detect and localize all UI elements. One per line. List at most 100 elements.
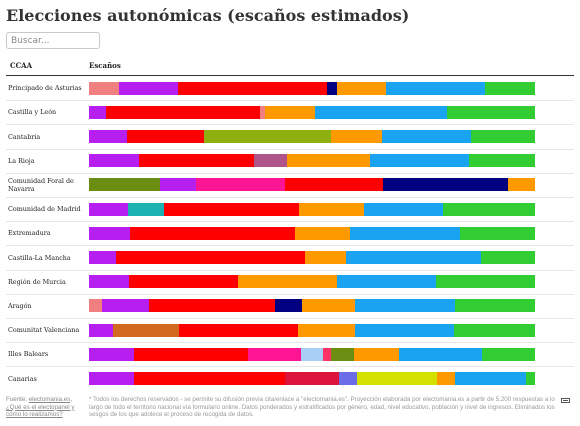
bar-segment[interactable] bbox=[443, 202, 536, 216]
bar-segment[interactable] bbox=[297, 323, 356, 337]
bar-segment[interactable] bbox=[364, 202, 444, 216]
bar-segment[interactable] bbox=[305, 251, 347, 264]
bar-segment[interactable] bbox=[102, 299, 150, 313]
bar-segment[interactable] bbox=[265, 105, 316, 119]
footer-note: * Todos los derechos reservados - se per… bbox=[89, 396, 555, 419]
bar-segment[interactable] bbox=[336, 275, 437, 289]
bar-segment[interactable] bbox=[345, 251, 482, 264]
bar-segment[interactable] bbox=[89, 154, 139, 168]
row-divider bbox=[6, 124, 574, 126]
bar-segment[interactable] bbox=[454, 372, 527, 385]
column-header-ccaa[interactable]: CCAA bbox=[10, 61, 33, 70]
bar-segment[interactable] bbox=[105, 105, 261, 119]
bar-segment[interactable] bbox=[160, 178, 197, 192]
bar-segment[interactable] bbox=[323, 347, 332, 361]
bar-segment[interactable] bbox=[398, 347, 483, 361]
bar-segment[interactable] bbox=[455, 299, 536, 313]
bar-segment[interactable] bbox=[89, 347, 135, 361]
row-label: Canarias bbox=[8, 374, 37, 383]
bar-segment[interactable] bbox=[127, 130, 205, 143]
bar-segment[interactable] bbox=[468, 154, 536, 168]
row-divider bbox=[6, 293, 574, 295]
bar-segment[interactable] bbox=[196, 178, 286, 192]
bar-segment[interactable] bbox=[89, 105, 106, 119]
bar-segment[interactable] bbox=[89, 202, 129, 216]
bar-segment[interactable] bbox=[89, 251, 117, 264]
bar-segment[interactable] bbox=[247, 347, 302, 361]
bar-segment[interactable] bbox=[355, 299, 456, 313]
row-label: Castilla-La Mancha bbox=[8, 253, 71, 262]
bar-segment[interactable] bbox=[118, 81, 179, 95]
bar-segment[interactable] bbox=[178, 81, 328, 95]
bar-segment[interactable] bbox=[471, 130, 536, 143]
bar-segment[interactable] bbox=[294, 226, 351, 240]
bar-segment[interactable] bbox=[354, 323, 455, 337]
bar-segment[interactable] bbox=[130, 226, 296, 240]
bar-segment[interactable] bbox=[275, 299, 303, 313]
bar-segment[interactable] bbox=[287, 154, 371, 168]
bar-segment[interactable] bbox=[128, 202, 165, 216]
bar-segment[interactable] bbox=[89, 81, 120, 95]
bar-segment[interactable] bbox=[259, 105, 266, 119]
bar-segment[interactable] bbox=[254, 154, 288, 168]
bar-segment[interactable] bbox=[508, 178, 536, 192]
bar-segment[interactable] bbox=[369, 154, 470, 168]
header-divider bbox=[6, 75, 574, 76]
row-label: Cantabria bbox=[8, 132, 41, 141]
bar-segment[interactable] bbox=[298, 202, 365, 216]
bar-segment[interactable] bbox=[330, 347, 354, 361]
bar-segment[interactable] bbox=[356, 372, 438, 385]
bar-segment[interactable] bbox=[331, 130, 383, 143]
bar-segment[interactable] bbox=[336, 81, 387, 95]
bar-segment[interactable] bbox=[134, 347, 249, 361]
bar-segment[interactable] bbox=[485, 81, 536, 95]
bar-segment[interactable] bbox=[138, 154, 255, 168]
bar-segment[interactable] bbox=[386, 81, 486, 95]
bar-segment[interactable] bbox=[89, 130, 128, 143]
bar-segment[interactable] bbox=[435, 275, 536, 289]
bar-segment[interactable] bbox=[482, 347, 536, 361]
bar-segment[interactable] bbox=[314, 105, 448, 119]
bar-segment[interactable] bbox=[285, 372, 340, 385]
row-divider bbox=[6, 269, 574, 271]
bar-segment[interactable] bbox=[300, 347, 324, 361]
bar-segment[interactable] bbox=[383, 178, 509, 192]
bar-segment[interactable] bbox=[285, 178, 384, 192]
bar-segment[interactable] bbox=[89, 323, 114, 337]
bar-segment[interactable] bbox=[89, 299, 103, 313]
bar-segment[interactable] bbox=[436, 372, 456, 385]
methodology-link[interactable]: ¿Qué es el electopanel y cómo lo realiza… bbox=[6, 403, 75, 419]
bar-segment[interactable] bbox=[128, 275, 239, 289]
bar-segment[interactable] bbox=[89, 226, 131, 240]
bar-segment[interactable] bbox=[237, 275, 338, 289]
bar-segment[interactable] bbox=[116, 251, 306, 264]
column-header-escanos[interactable]: Escaños bbox=[89, 61, 121, 70]
bar-segment[interactable] bbox=[349, 226, 460, 240]
bar-segment[interactable] bbox=[446, 105, 536, 119]
bar-segment[interactable] bbox=[164, 202, 300, 216]
bar-segment[interactable] bbox=[112, 323, 180, 337]
bar-segment[interactable] bbox=[89, 178, 161, 192]
row-divider bbox=[6, 100, 574, 102]
row-divider bbox=[6, 342, 574, 344]
bar-segment[interactable] bbox=[133, 372, 286, 385]
row-label: Principado de Asturias bbox=[8, 84, 82, 93]
row-label: Castilla y León bbox=[8, 108, 57, 117]
expand-icon[interactable] bbox=[561, 398, 570, 403]
bar-segment[interactable] bbox=[338, 372, 357, 385]
bar-segment[interactable] bbox=[148, 299, 276, 313]
bar-segment[interactable] bbox=[480, 251, 536, 264]
source-link[interactable]: electomania.es bbox=[28, 396, 71, 403]
search-input[interactable] bbox=[6, 32, 100, 49]
bar-segment[interactable] bbox=[353, 347, 400, 361]
bar-segment[interactable] bbox=[326, 81, 338, 95]
bar-segment[interactable] bbox=[89, 275, 130, 289]
bar-segment[interactable] bbox=[89, 372, 134, 385]
bar-segment[interactable] bbox=[179, 323, 299, 337]
bar-segment[interactable] bbox=[382, 130, 472, 143]
bar-segment[interactable] bbox=[203, 130, 332, 143]
bar-segment[interactable] bbox=[459, 226, 536, 240]
bar-segment[interactable] bbox=[526, 372, 536, 385]
bar-segment[interactable] bbox=[454, 323, 536, 337]
bar-segment[interactable] bbox=[302, 299, 356, 313]
